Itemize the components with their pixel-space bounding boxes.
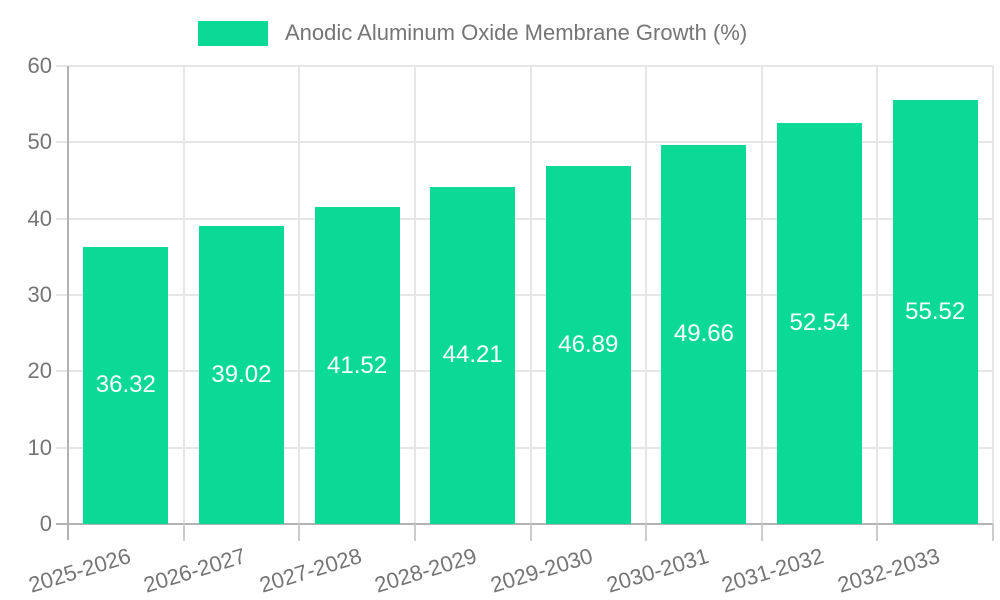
x-axis-tick [529, 524, 532, 541]
bar[interactable] [661, 144, 747, 524]
x-gridline [182, 66, 185, 524]
bar-value-label: 39.02 [211, 361, 272, 389]
legend-series-label: Anodic Aluminum Oxide Membrane Growth (%… [285, 20, 748, 45]
bar[interactable] [314, 207, 400, 524]
y-axis-tick-label: 40 [27, 205, 52, 231]
x-axis-tick-label: 2026-2027 [140, 543, 249, 598]
y-gridline [56, 446, 993, 449]
x-axis-tick-label: 2030-2031 [603, 543, 712, 598]
y-axis-tick-label: 20 [27, 358, 52, 384]
y-gridline [56, 294, 993, 296]
bar-value-label: 55.52 [905, 298, 966, 326]
bar-value-label: 41.52 [327, 351, 388, 379]
x-axis-tick-label: 2029-2030 [487, 543, 596, 598]
y-axis-tick-label: 0 [39, 511, 52, 536]
x-gridline [760, 66, 763, 524]
x-axis-tick-label: 2027-2028 [256, 543, 365, 598]
x-axis-baseline [56, 523, 993, 525]
bar-value-label: 44.21 [442, 341, 503, 369]
bar[interactable] [430, 186, 516, 524]
x-axis-tick [298, 524, 301, 541]
x-gridline [529, 66, 532, 524]
legend-swatch-icon [198, 20, 268, 46]
y-axis-tick-label: 50 [27, 129, 52, 155]
chart-legend[interactable]: Anodic Aluminum Oxide Membrane Growth (%… [198, 20, 747, 46]
y-axis-tick-label: 30 [27, 282, 52, 307]
bar-value-label: 52.54 [789, 309, 850, 337]
bar[interactable] [777, 122, 863, 524]
x-gridline [992, 66, 994, 524]
x-axis-tick-label: 2031-2032 [718, 543, 827, 598]
y-gridline [56, 217, 993, 220]
bar[interactable] [892, 100, 978, 524]
x-gridline [298, 66, 301, 524]
x-axis-tick [182, 524, 185, 541]
bar-value-label: 46.89 [558, 331, 619, 359]
y-axis-tick-label: 60 [27, 53, 52, 78]
bar-value-label: 36.32 [95, 371, 156, 399]
y-gridline [56, 65, 993, 67]
x-axis-tick [760, 524, 763, 541]
y-gridline [56, 141, 993, 144]
x-axis-tick-label: 2032-2033 [834, 543, 943, 598]
y-axis-line [67, 66, 69, 540]
x-axis-tick [876, 524, 879, 541]
x-gridline [876, 66, 879, 524]
bar[interactable] [83, 246, 169, 524]
x-axis-tick-label: 2028-2029 [372, 543, 480, 598]
bar[interactable] [198, 226, 284, 524]
y-gridline [56, 370, 993, 373]
x-gridline [645, 66, 648, 524]
x-axis-tick [992, 524, 994, 541]
x-axis-tick [645, 524, 648, 541]
y-axis-tick-label: 10 [27, 434, 52, 460]
x-axis-tick [413, 524, 416, 541]
bar[interactable] [545, 166, 631, 524]
bar-value-label: 49.66 [673, 320, 734, 348]
x-gridline [413, 66, 416, 524]
x-axis-tick-label: 2025-2026 [25, 543, 134, 598]
